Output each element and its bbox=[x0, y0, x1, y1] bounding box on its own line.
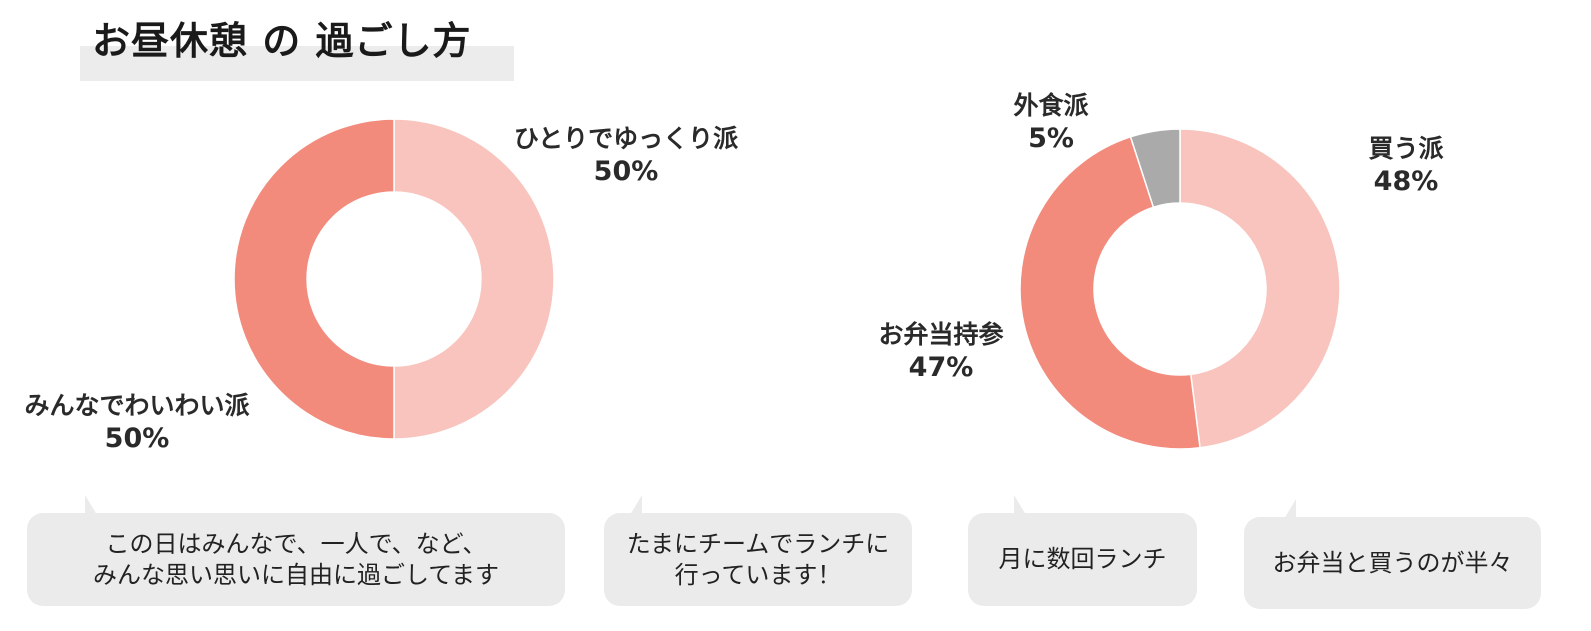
chart2-label-gaishoku-value: 5% bbox=[1028, 123, 1074, 154]
bubble-tail bbox=[1014, 495, 1026, 515]
chart1-label-hitori-value: 50% bbox=[593, 156, 659, 187]
comment-text-1: この日はみんなで、一人で、など、 みんな思い思いに自由に過ごしてます bbox=[92, 529, 500, 589]
chart2-slice-2 bbox=[1129, 128, 1181, 209]
chart2-slice-1 bbox=[1019, 135, 1201, 450]
chart1-label-minna-value: 50% bbox=[104, 423, 170, 454]
chart2-slice-0 bbox=[1179, 128, 1341, 449]
comment-text-4: お弁当と買うのが半々 bbox=[1272, 548, 1513, 577]
comment-bubble-1: この日はみんなで、一人で、など、 みんな思い思いに自由に過ごしてます bbox=[27, 495, 565, 606]
chart2-label-kau-name: 買う派 bbox=[1368, 134, 1444, 163]
title-band bbox=[80, 46, 514, 81]
chart1-label-minna: みんなでわいわい派 50% bbox=[18, 389, 256, 455]
chart2-label-kau: 買う派 48% bbox=[1350, 132, 1462, 198]
comment-bubble-2: たまにチームでランチに 行っています！ bbox=[604, 495, 912, 606]
comment-bubble-4: お弁当と買うのが半々 bbox=[1244, 499, 1541, 609]
chart2-label-kau-value: 48% bbox=[1373, 166, 1439, 197]
chart2-label-bento: お弁当持参 47% bbox=[868, 318, 1014, 384]
page-title: お昼休憩 の 過ごし方 bbox=[92, 19, 472, 63]
bubble-tail bbox=[1284, 499, 1296, 519]
chart2-label-bento-value: 47% bbox=[908, 352, 974, 383]
bubble-tail bbox=[85, 495, 97, 515]
comment-bubble-3: 月に数回ランチ bbox=[968, 495, 1197, 606]
chart1-slice-0 bbox=[393, 118, 555, 440]
chart2-label-gaishoku: 外食派 5% bbox=[996, 89, 1106, 155]
comment-text-3: 月に数回ランチ bbox=[998, 545, 1167, 573]
chart2-label-gaishoku-name: 外食派 bbox=[1013, 91, 1089, 120]
chart1-label-hitori-name: ひとりでゆっくり派 bbox=[513, 124, 739, 153]
chart2-label-bento-name: お弁当持参 bbox=[878, 320, 1004, 349]
bubble-tail bbox=[630, 495, 642, 515]
chart1-label-minna-name: みんなでわいわい派 bbox=[24, 391, 250, 420]
chart1-label-hitori: ひとりでゆっくり派 50% bbox=[512, 122, 740, 188]
comment-text-2: たまにチームでランチに 行っています！ bbox=[626, 529, 890, 589]
chart1-slice-1 bbox=[233, 118, 395, 440]
